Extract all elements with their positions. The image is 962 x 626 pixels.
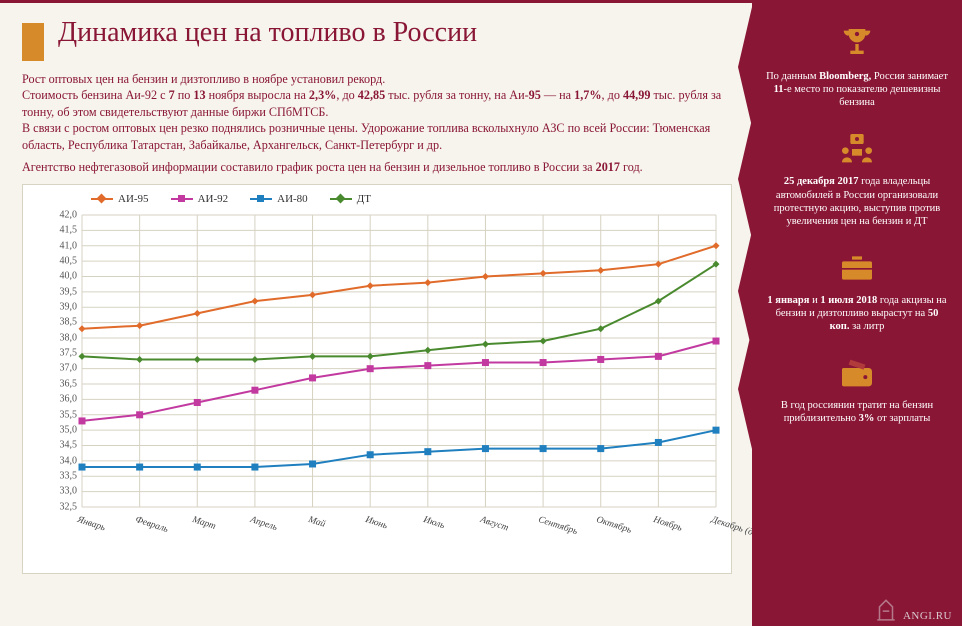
source-label: ANGI.RU — [873, 596, 952, 622]
page-title: Динамика цен на топливо в России — [58, 17, 477, 49]
legend-item: АИ-80 — [250, 193, 308, 205]
fact-block: 25 декабря 2017 года владельцы автомобил… — [752, 119, 962, 238]
fact-text: 1 января и 1 июля 2018 года акцизы на бе… — [766, 294, 948, 333]
fact-block: В год россиянин тратит на бензин приблиз… — [752, 343, 962, 435]
legend-item: АИ-92 — [171, 193, 229, 205]
protest-icon — [834, 129, 880, 169]
fact-block: По данным Bloomberg, Россия занимает 11-… — [752, 14, 962, 119]
fact-block: 1 января и 1 июля 2018 года акцизы на бе… — [752, 238, 962, 343]
fact-text: В год россиянин тратит на бензин приблиз… — [766, 399, 948, 425]
chart-legend: АИ-95 АИ-92 АИ-80 ДТ — [31, 191, 723, 211]
intro-text: Рост оптовых цен на бензин и дизтопливо … — [22, 71, 736, 176]
wallet-icon — [834, 353, 880, 393]
briefcase-icon — [834, 248, 880, 288]
main-panel: Динамика цен на топливо в России Рост оп… — [0, 0, 752, 626]
legend-item: АИ-95 — [91, 193, 149, 205]
chart-plot-area: 32,533,033,534,034,535,035,536,036,537,0… — [35, 211, 727, 511]
trophy-icon — [834, 24, 880, 64]
legend-item: ДТ — [330, 193, 371, 205]
fuel-price-chart: АИ-95 АИ-92 АИ-80 ДТ 32,533,033,534,034,535… — [22, 184, 732, 574]
facts-sidebar: По данным Bloomberg, Россия занимает 11-… — [752, 0, 962, 626]
title-badge — [22, 23, 44, 61]
fact-text: По данным Bloomberg, Россия занимает 11-… — [766, 70, 948, 109]
fact-text: 25 декабря 2017 года владельцы автомобил… — [766, 175, 948, 228]
